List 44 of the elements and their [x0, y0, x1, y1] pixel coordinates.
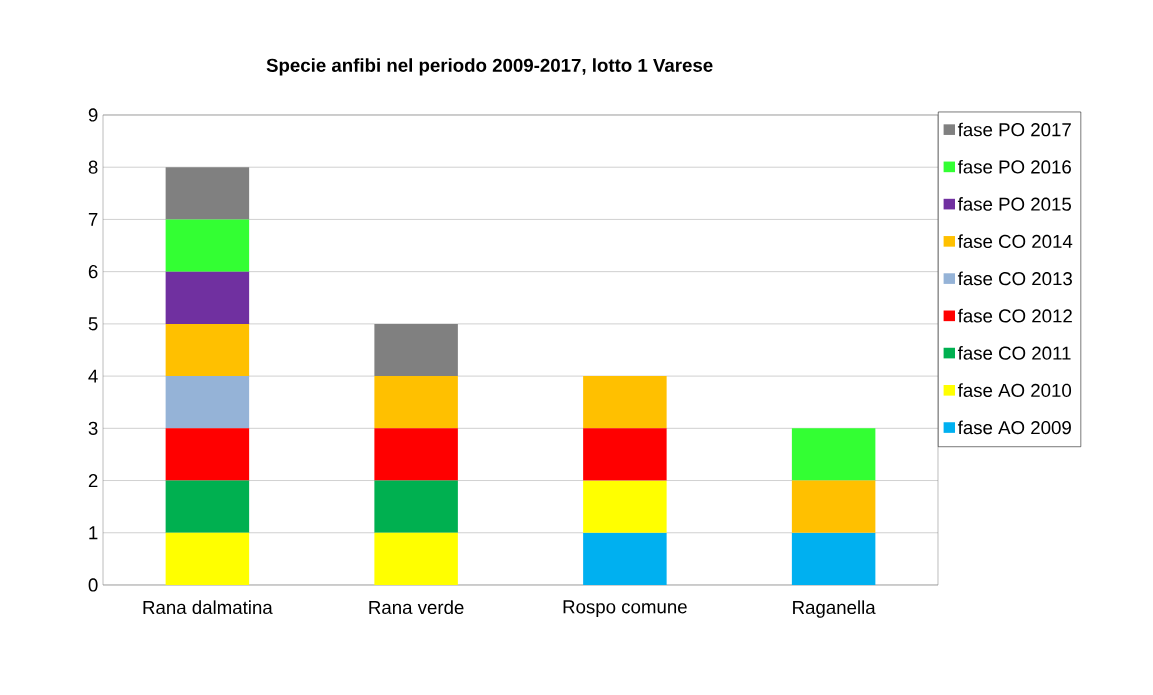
bar	[583, 480, 667, 533]
y-tick-label: 8	[88, 160, 98, 174]
bar	[791, 532, 876, 585]
legend-label: fase CO 2012	[957, 308, 1072, 323]
bar	[374, 532, 458, 585]
x-tick-label: Rana verde	[369, 600, 464, 615]
legend-label: fase PO 2016	[957, 159, 1071, 174]
legend-label: fase CO 2014	[957, 234, 1073, 249]
bar	[583, 532, 667, 585]
bar	[165, 323, 250, 377]
bar	[374, 323, 458, 377]
y-tick-label: 5	[88, 317, 98, 331]
y-tick-label: 9	[88, 108, 98, 122]
y-tick-label: 1	[89, 526, 98, 540]
x-tick-label: Rana dalmatina	[143, 600, 273, 615]
y-tick-label: 3	[88, 421, 98, 435]
legend-label: fase PO 2015	[957, 197, 1071, 211]
bar	[165, 532, 250, 585]
bar	[165, 219, 250, 272]
chart-title: Specie anfibi nel periodo 2009-2017, lotto 1 Varese	[266, 58, 713, 76]
bar	[165, 428, 250, 481]
y-tick-label: 7	[88, 213, 98, 226]
bar	[374, 480, 458, 533]
bar	[583, 376, 667, 429]
bar	[374, 428, 458, 481]
legend-label: fase AO 2009	[957, 420, 1071, 435]
bar	[165, 271, 250, 324]
bar	[791, 480, 876, 533]
bar	[165, 480, 250, 533]
y-tick-label: 6	[88, 265, 98, 279]
bar	[791, 428, 876, 481]
legend-label: fase AO 2010	[957, 383, 1072, 398]
y-tick-label: 0	[88, 578, 98, 592]
bar	[165, 376, 250, 429]
legend-label: fase PO 2017	[957, 122, 1071, 137]
x-tick-label: Rospo comune	[563, 600, 687, 618]
legend-label: fase CO 2013	[957, 271, 1072, 286]
bar	[583, 428, 667, 481]
bar	[374, 376, 458, 429]
bar	[165, 167, 250, 220]
legend-label: fase CO 2011	[957, 346, 1071, 360]
y-tick-label: 4	[88, 369, 98, 383]
y-tick-label: 2	[88, 474, 98, 488]
x-tick-label: Raganella	[793, 600, 876, 618]
